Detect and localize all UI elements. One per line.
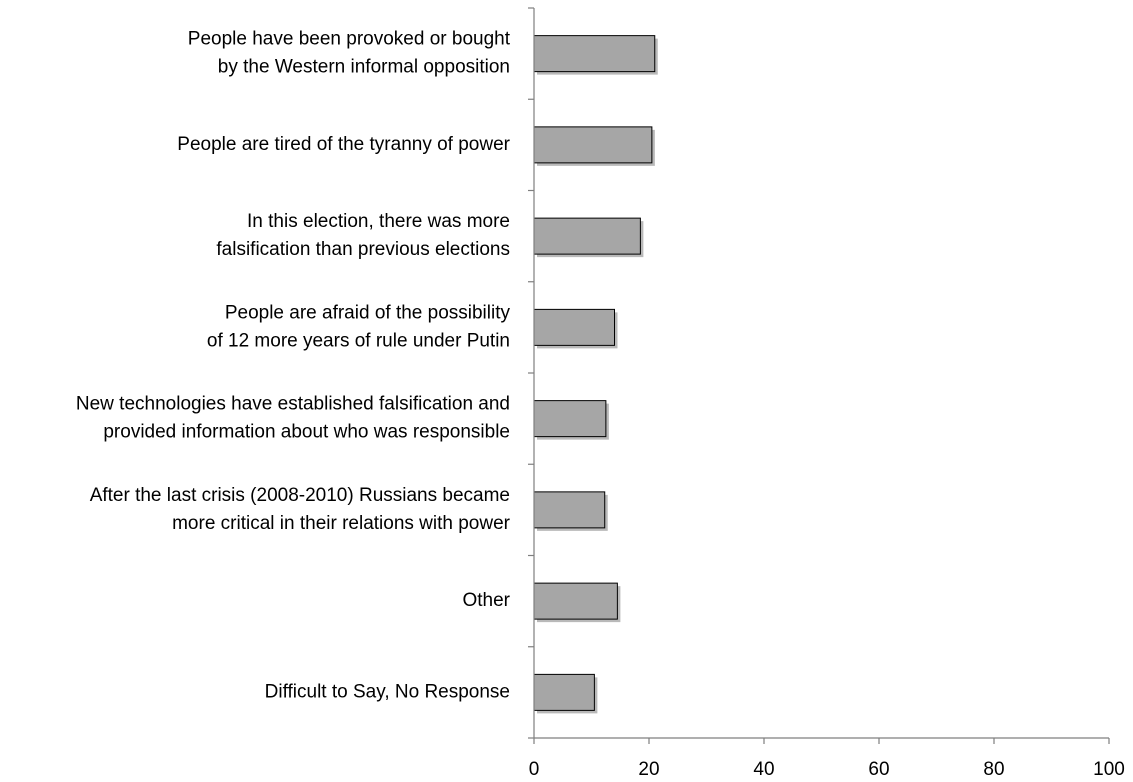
bar bbox=[533, 126, 653, 164]
x-tick-label: 80 bbox=[983, 759, 1004, 780]
x-tick-label: 100 bbox=[1093, 759, 1125, 780]
category-label: provided information about who was respo… bbox=[103, 422, 510, 443]
category-label: People are tired of the tyranny of power bbox=[177, 134, 510, 155]
category-label: People have been provoked or bought bbox=[188, 29, 511, 50]
category-label: New technologies have established falsif… bbox=[76, 394, 510, 415]
x-tick-label: 0 bbox=[529, 759, 540, 780]
category-label: by the Western informal opposition bbox=[218, 57, 510, 78]
axes bbox=[528, 7, 1110, 744]
bar bbox=[533, 491, 606, 529]
bar bbox=[533, 673, 595, 711]
category-label: In this election, there was more bbox=[247, 211, 510, 232]
bars bbox=[533, 35, 656, 711]
category-label: of 12 more years of rule under Putin bbox=[207, 330, 510, 351]
category-labels: People have been provoked or bought by th… bbox=[76, 29, 511, 703]
x-tick-label: 20 bbox=[638, 759, 659, 780]
bar bbox=[533, 35, 656, 73]
x-tick-labels: 0 20 40 60 80 100 bbox=[529, 759, 1125, 780]
category-label: more critical in their relations with po… bbox=[172, 513, 511, 534]
category-label: falsification than previous elections bbox=[216, 239, 510, 260]
category-label: People are afraid of the possibility bbox=[225, 302, 511, 323]
category-label: Other bbox=[462, 590, 510, 611]
bar bbox=[533, 582, 618, 620]
bar bbox=[533, 400, 607, 438]
category-label: After the last crisis (2008-2010) Russia… bbox=[90, 485, 510, 506]
category-label: Difficult to Say, No Response bbox=[265, 681, 510, 702]
bar bbox=[533, 217, 641, 255]
x-tick-label: 60 bbox=[868, 759, 889, 780]
bar bbox=[533, 308, 615, 346]
x-tick-label: 40 bbox=[753, 759, 774, 780]
